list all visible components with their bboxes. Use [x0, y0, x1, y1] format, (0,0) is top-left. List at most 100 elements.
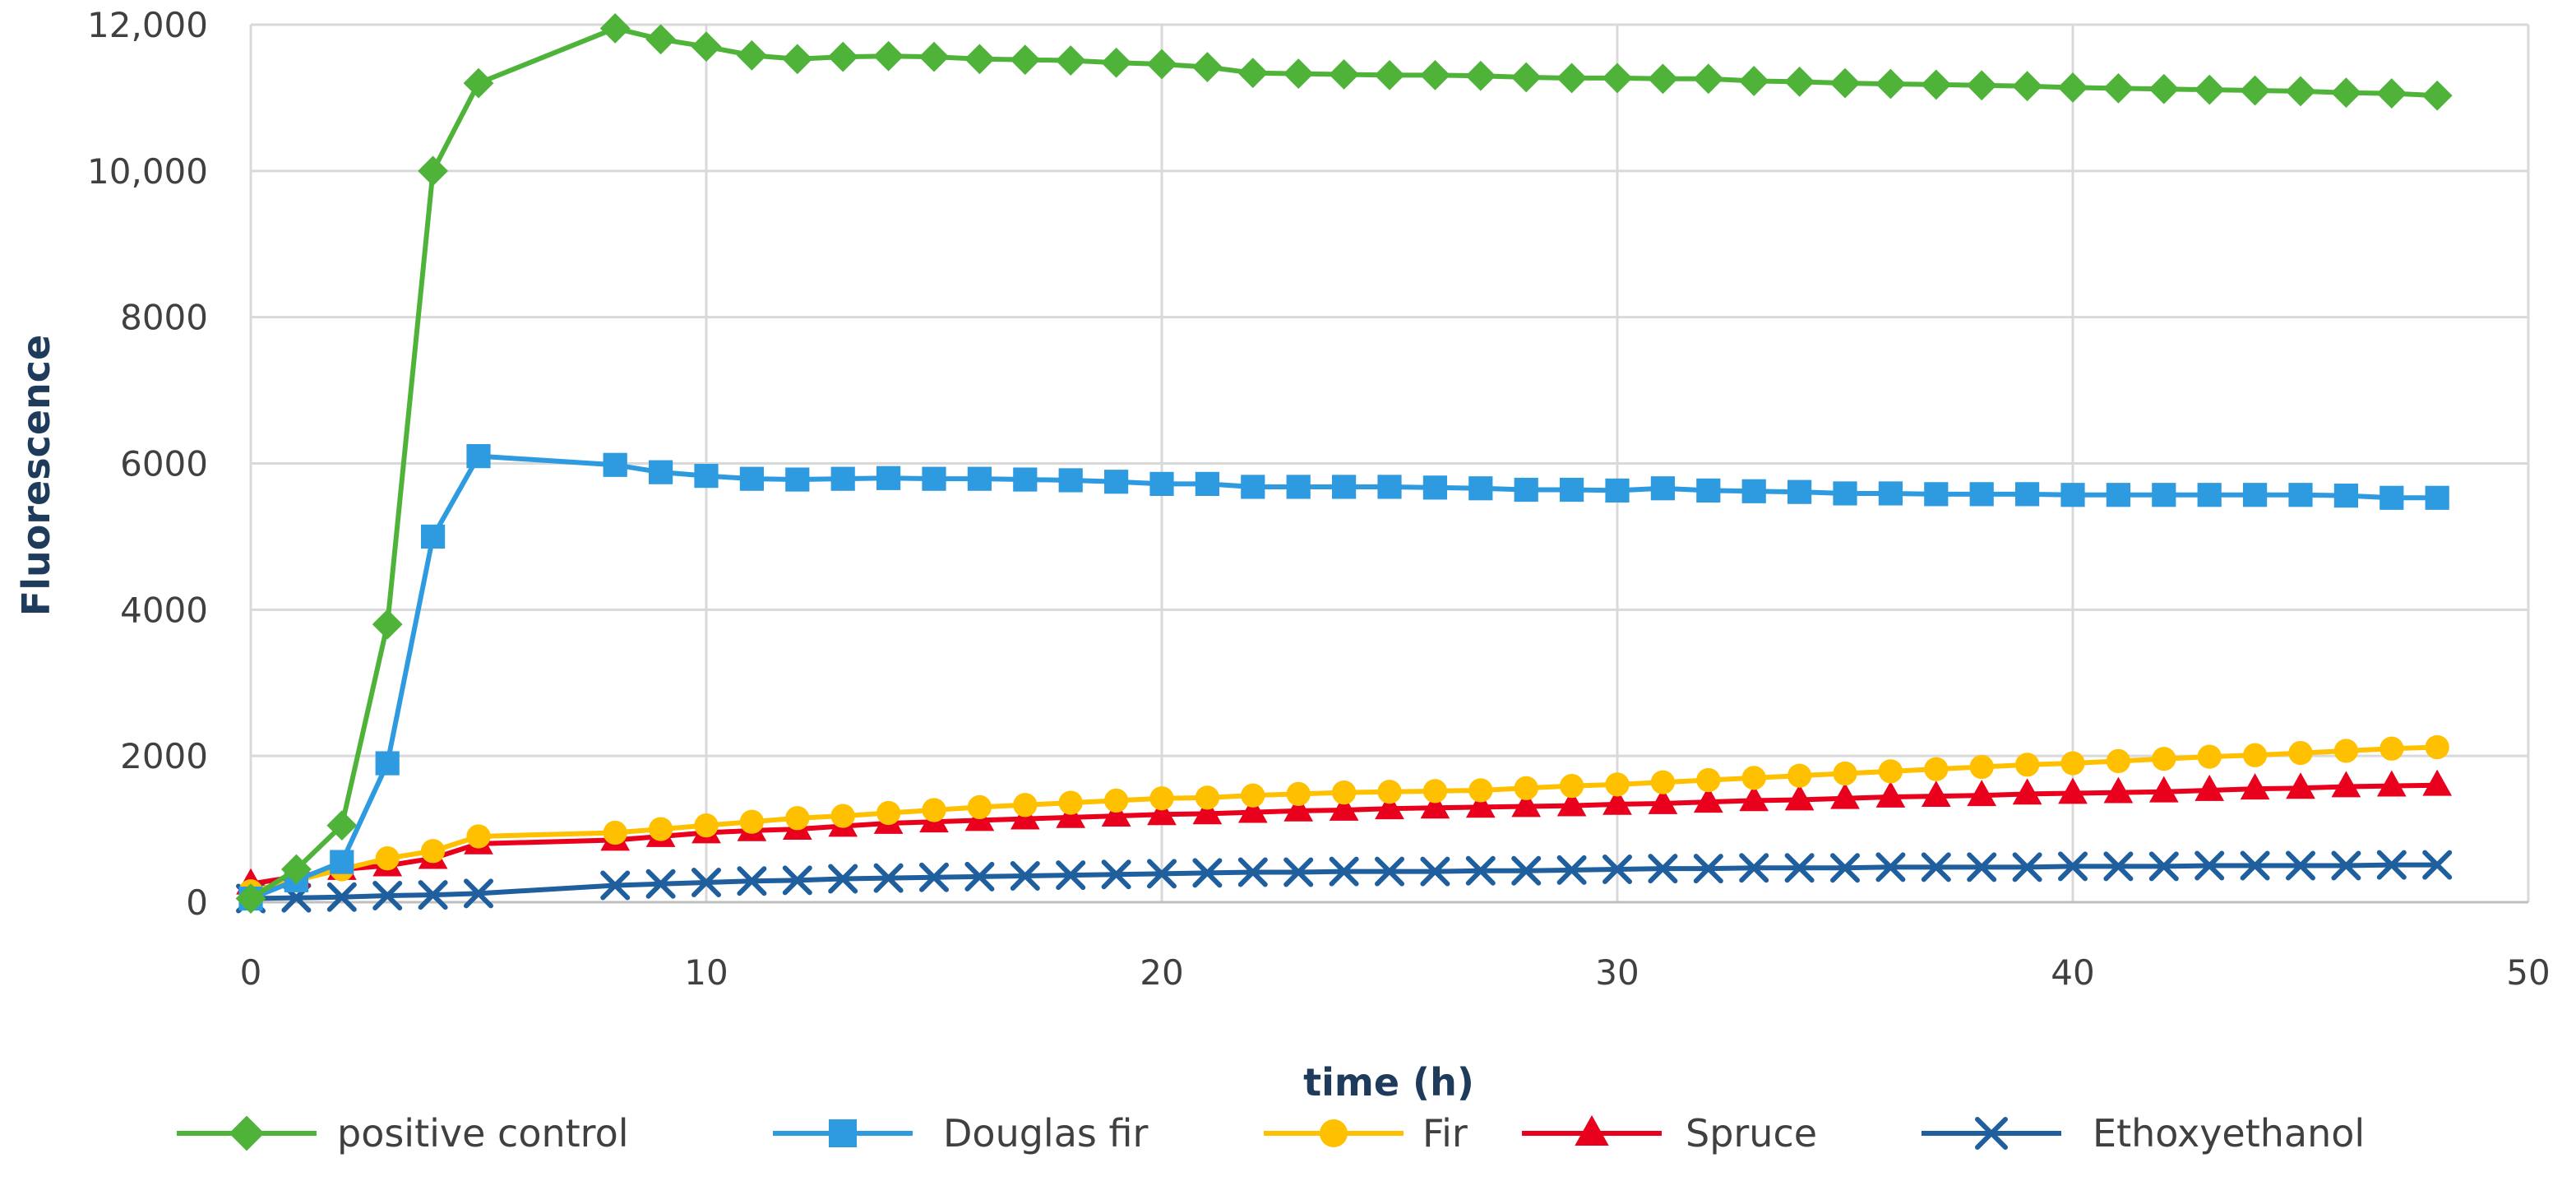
data-point: [1013, 793, 1038, 818]
tick-labels: 0 2000 4000 6000 8000 10,000 12,000 0 10 20 30 40 50: [87, 5, 2551, 993]
data-point: [2103, 776, 2134, 804]
data-point: [2197, 744, 2222, 769]
y-tick-label: 12,000: [87, 5, 208, 45]
x-axis-title: time (h): [1303, 1060, 1474, 1105]
data-point: [1286, 781, 1311, 807]
legend-label: Fir: [1422, 1111, 1468, 1156]
data-point: [2331, 850, 2361, 881]
data-point: [2152, 483, 2176, 507]
data-point: [372, 609, 403, 640]
data-point: [964, 861, 995, 892]
data-point: [2058, 851, 2088, 882]
data-point: [2194, 74, 2225, 105]
data-point: [1966, 70, 1997, 101]
data-point: [1693, 854, 1723, 884]
data-point: [2285, 76, 2316, 107]
data-point: [375, 846, 400, 871]
data-point: [599, 13, 631, 44]
series-ethoxyethanol: [236, 850, 2453, 914]
legend-marker: [829, 1119, 857, 1147]
data-point: [1147, 859, 1177, 889]
data-point: [1924, 482, 1949, 507]
x-tick-label: 40: [2051, 952, 2094, 993]
data-point: [2060, 751, 2085, 776]
data-point: [466, 824, 491, 849]
data-point: [1419, 59, 1450, 90]
data-point: [876, 465, 901, 490]
data-point: [2333, 739, 2358, 763]
data-point: [1693, 786, 1723, 813]
data-point: [1056, 860, 1086, 891]
data-point: [1648, 787, 1678, 814]
data-point: [2240, 75, 2271, 106]
data-point: [2012, 778, 2042, 805]
data-point: [1010, 860, 1040, 891]
data-point: [1648, 854, 1678, 884]
data-point: [782, 44, 813, 75]
data-point: [466, 444, 491, 469]
data-point: [1514, 477, 1538, 503]
data-point: [1192, 798, 1223, 825]
y-tick-label: 10,000: [87, 151, 208, 192]
data-point: [2148, 776, 2179, 803]
legend-label: positive control: [337, 1111, 629, 1156]
data-point: [1192, 858, 1223, 888]
data-point: [2286, 772, 2315, 799]
data-point: [1787, 763, 1812, 788]
data-point: [1738, 66, 1769, 96]
y-tick-label: 0: [186, 882, 208, 923]
data-point: [1739, 785, 1769, 812]
data-point: [785, 806, 810, 831]
data-point: [2194, 850, 2225, 881]
data-point: [1787, 479, 1812, 504]
data-point: [1101, 859, 1131, 890]
data-point: [922, 466, 946, 491]
data-point: [1283, 58, 1314, 89]
data-point: [1241, 475, 1265, 499]
legend-label: Spruce: [1686, 1111, 1817, 1156]
data-point: [2376, 78, 2407, 109]
data-point: [1058, 790, 1083, 815]
y-tick-label: 2000: [120, 736, 208, 776]
data-point: [1921, 780, 1951, 807]
data-point: [1056, 801, 1086, 828]
data-point: [2243, 483, 2268, 507]
data-point: [645, 868, 676, 899]
data-point: [1332, 780, 1357, 805]
data-point: [600, 870, 631, 901]
data-point: [1010, 44, 1041, 76]
y-axis-title: Fluorescence: [14, 335, 58, 616]
data-point: [1104, 788, 1129, 813]
data-point: [2379, 485, 2404, 510]
series-layer: [235, 13, 2453, 914]
data-point: [1465, 855, 1496, 886]
data-point: [1741, 766, 1766, 790]
data-point: [1784, 784, 1815, 811]
data-point: [2330, 77, 2361, 109]
data-point: [1237, 796, 1268, 823]
y-tick-label: 6000: [120, 444, 208, 484]
data-point: [1784, 853, 1815, 883]
data-point: [2148, 851, 2179, 882]
data-point: [782, 865, 812, 896]
legend-marker: [1575, 1114, 1609, 1146]
data-point: [1468, 476, 1493, 501]
x-tick-label: 10: [684, 952, 728, 993]
data-point: [1605, 478, 1630, 503]
x-tick-label: 0: [240, 952, 262, 993]
data-point: [1741, 479, 1766, 503]
data-point: [1420, 792, 1450, 819]
data-point: [421, 524, 446, 549]
data-point: [2333, 484, 2359, 508]
data-point: [280, 854, 312, 885]
data-point: [1510, 62, 1542, 93]
data-point: [736, 39, 767, 71]
data-point: [1967, 852, 1997, 882]
data-point: [1650, 476, 1676, 501]
data-point: [1602, 788, 1632, 815]
data-point: [2194, 774, 2225, 801]
x-tick-label: 30: [1595, 952, 1639, 993]
data-point: [2425, 734, 2449, 760]
legend-label: Douglas fir: [943, 1111, 1148, 1156]
